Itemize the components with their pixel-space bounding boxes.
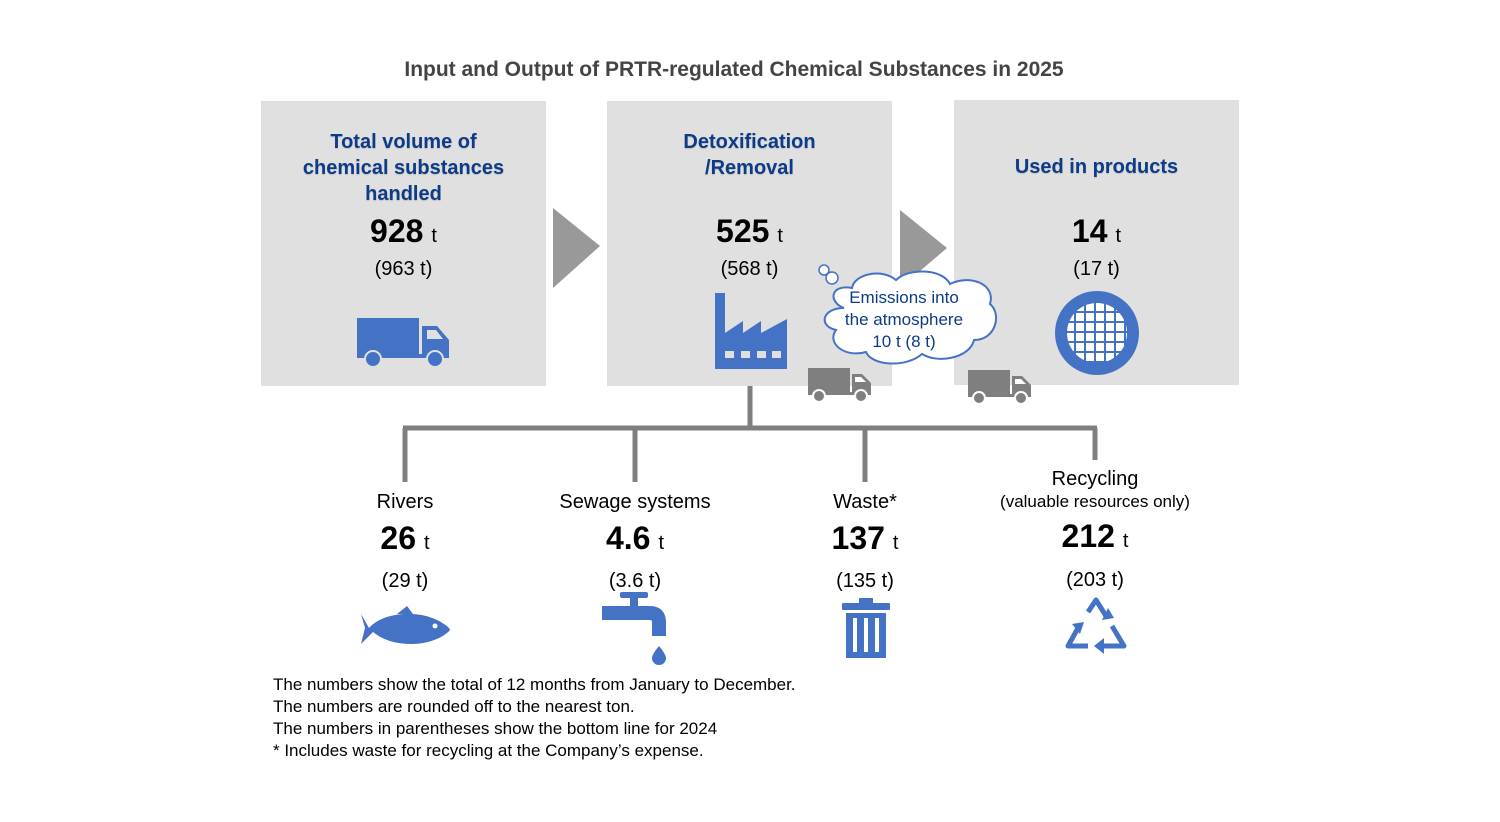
fish-icon [361,606,450,644]
truck-icon [357,318,449,368]
box-detoxification-title: Detoxification /Removal [683,131,816,179]
output-rivers-label: Rivers [376,491,434,513]
footnote-3: The numbers in parentheses show the bott… [273,719,718,738]
output-waste-previous: (135 t) [836,570,894,592]
output-waste: Waste* 137 t (135 t) [765,490,965,593]
output-sewage-label: Sewage systems [559,491,711,513]
arrow-right-2 [900,210,947,288]
output-recycling-value: 212 t [1061,518,1129,554]
factory-icon [715,293,787,369]
box-total-volume-title: Total volume of chemical substances hand… [302,131,505,205]
footnote-4: * Includes waste for recycling at the Co… [273,741,704,760]
faucet-icon [602,592,666,665]
output-rivers-previous: (29 t) [381,570,429,592]
output-recycling-label: Recycling [1051,468,1139,490]
box-detoxification-value: 525 t [716,213,783,249]
footnotes: The numbers show the total of 12 months … [273,674,796,762]
output-waste-label: Waste* [833,491,897,513]
box-total-volume: Total volume of chemical substances hand… [261,101,546,386]
footnote-2: The numbers are rounded off to the neare… [273,697,635,716]
small-truck-icon-2 [968,370,1031,405]
trash-icon [842,598,890,658]
box-used-in-products-title: Used in products [1014,156,1179,178]
output-sewage-value: 4.6 t [605,520,665,556]
output-recycling-previous: (203 t) [1066,569,1124,591]
wafer-icon [1055,291,1139,375]
box-used-in-products-value: 14 t [1071,213,1122,249]
box-total-volume-value: 928 t [370,213,437,249]
output-sewage: Sewage systems 4.6 t (3.6 t) [535,490,735,593]
output-rivers-value: 26 t [380,520,430,556]
box-used-in-products-previous: (17 t) [1073,258,1120,280]
recycle-icon [1065,597,1127,654]
output-rivers: Rivers 26 t (29 t) [305,490,505,593]
small-truck-icon-1 [808,368,871,403]
box-total-volume-previous: (963 t) [374,258,433,280]
output-sewage-previous: (3.6 t) [608,570,662,592]
box-detoxification-previous: (568 t) [720,258,779,280]
emissions-cloud-icon [818,264,998,365]
output-waste-value: 137 t [831,520,899,556]
arrow-right-1 [553,208,600,288]
emissions-bubble-text: Emissions into the atmosphere 10 t (8 t) [844,288,964,351]
diagram-title: Input and Output of PRTR-regulated Chemi… [404,58,1064,81]
output-recycling-sublabel: (valuable resources only) [1000,492,1190,511]
box-used-in-products: Used in products 14 t (17 t) [954,100,1239,385]
footnote-1: The numbers show the total of 12 months … [273,675,796,694]
output-recycling: Recycling (valuable resources only) 212 t… [970,467,1220,592]
